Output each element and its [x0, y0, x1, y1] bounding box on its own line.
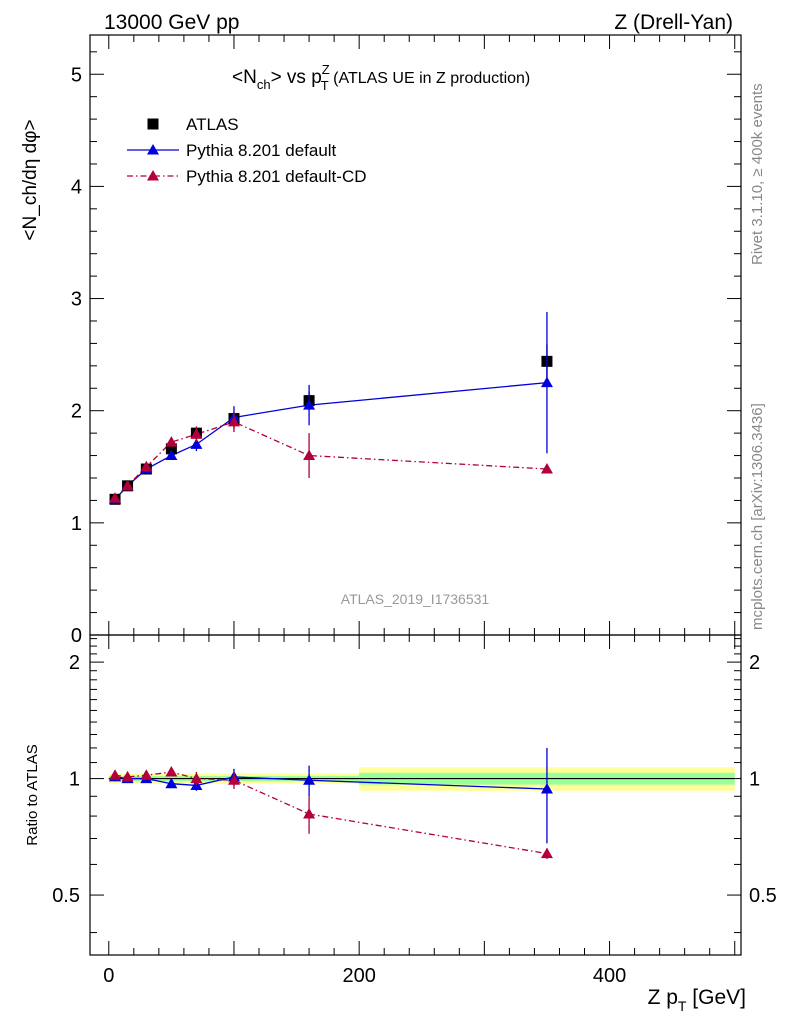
ratio-y-tick-label: 1	[69, 769, 80, 791]
ratio-point-series-0	[540, 782, 553, 794]
data-point-series-2	[190, 428, 203, 439]
ratio-point-series-1	[303, 807, 316, 819]
x-label-tail: [GeV]	[686, 986, 746, 1009]
main-y-tick-label: 4	[71, 176, 82, 198]
ratio-y-tick-label-right: 2	[749, 652, 760, 674]
header-left: 13000 GeV pp	[104, 11, 239, 34]
data-point-series-2	[303, 449, 316, 461]
title-tail: (ATLAS UE in Z production)	[329, 70, 531, 87]
title-sub-t: T	[321, 78, 329, 93]
ratio-y-tick-label-right: 0.5	[749, 885, 777, 907]
x-tick-label: 200	[342, 965, 375, 987]
data-point-series-1	[540, 376, 553, 388]
legend-label-0: ATLAS	[186, 115, 239, 134]
x-axis-label: Z pT [GeV]	[648, 986, 746, 1014]
main-y-tick-label: 3	[71, 289, 82, 311]
ratio-point-series-1	[190, 772, 203, 784]
data-point-series-2	[540, 463, 553, 474]
legend-label-1: Pythia 8.201 default	[186, 141, 337, 160]
ratio-point-series-1	[140, 769, 153, 780]
ratio-axis-ticks: 0.5 0.5 1 1 2 2 0 200 400	[52, 635, 777, 987]
ratio-point-series-1	[540, 847, 553, 859]
ratio-point-series-1	[121, 770, 134, 782]
series-line-1	[114, 382, 548, 500]
title-sub-ch: ch	[257, 77, 271, 92]
data-point-series-1	[190, 438, 203, 449]
main-y-tick-label: 1	[71, 513, 82, 535]
data-point-series-1	[165, 449, 178, 461]
main-y-tick-label: 5	[71, 64, 82, 86]
legend: ATLAS Pythia 8.201 default Pythia 8.201 de…	[127, 115, 367, 186]
main-y-tick-label: 0	[71, 625, 82, 647]
x-label-sub: T	[678, 998, 687, 1014]
ratio-uncertainty-bands	[108, 767, 735, 791]
rivet-label: Rivet 3.1.10, ≥ 400k events	[749, 83, 766, 265]
ratio-point-series-0	[303, 774, 316, 785]
title-sup-z: Z	[322, 62, 330, 77]
title-part-vs: > vs p	[271, 67, 322, 88]
data-point-series-2	[109, 492, 122, 503]
ratio-y-tick-label-right: 1	[749, 769, 760, 791]
main-axis-ticks: 0 1 2 3 4 5	[71, 35, 741, 647]
series-line-2	[114, 421, 547, 499]
legend-label-2: Pythia 8.201 default-CD	[186, 167, 367, 186]
data-point-series-2	[121, 479, 134, 491]
data-point-series-2	[165, 436, 178, 447]
data-point-atlas	[165, 443, 177, 455]
ratio-point-series-1	[227, 774, 240, 785]
ratio-data-marks	[109, 747, 553, 859]
main-title: <Nch> vs pZ T (ATLAS UE in Z production)	[232, 62, 530, 93]
data-point-series-1	[303, 399, 316, 410]
ratio-point-series-1	[165, 765, 178, 777]
main-y-tick-label: 2	[71, 401, 82, 423]
ratio-point-series-1	[109, 769, 122, 780]
legend-marker-2	[147, 170, 159, 181]
x-tick-label: 400	[593, 965, 626, 987]
data-point-series-2	[227, 415, 240, 427]
x-tick-label: 0	[103, 965, 114, 987]
ratio-y-tick-label: 2	[69, 652, 80, 674]
ratio-plot-frame	[89, 634, 742, 956]
mcplots-label: mcplots.cern.ch [arXiv:1306.3436]	[749, 403, 766, 630]
legend-marker-atlas	[147, 118, 159, 130]
x-label-main: Z p	[648, 986, 678, 1009]
ratio-y-tick-label: 0.5	[52, 885, 80, 907]
analysis-watermark: ATLAS_2019_I1736531	[341, 591, 490, 607]
ratio-point-series-0	[165, 777, 178, 789]
legend-marker-1	[147, 144, 159, 155]
main-data-marks	[109, 312, 553, 505]
ratio-y-axis-label: Ratio to ATLAS	[24, 744, 41, 845]
header-right: Z (Drell-Yan)	[614, 11, 733, 34]
data-point-series-2	[140, 460, 153, 472]
main-y-axis-label: <N_ch/dη dφ>	[20, 119, 41, 240]
title-part-n: <N	[232, 67, 257, 88]
